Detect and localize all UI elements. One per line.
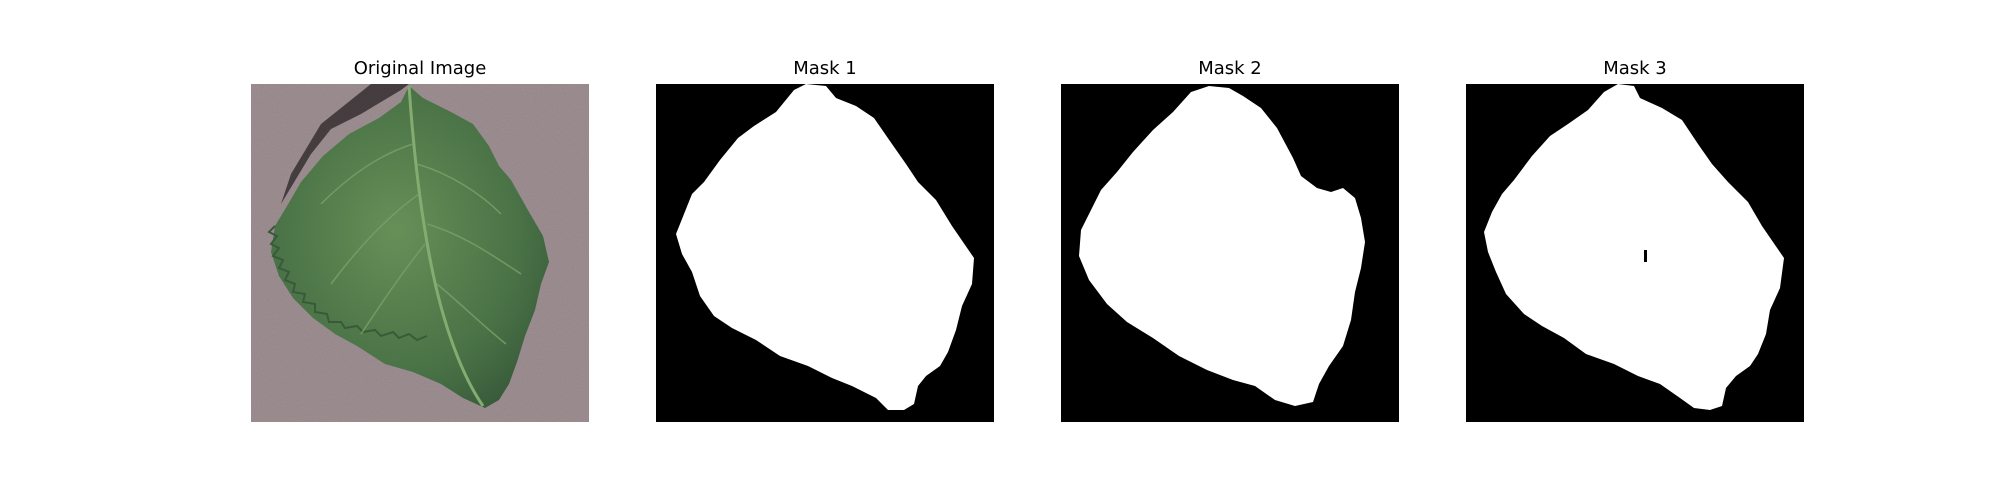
mask-3-title: Mask 3 (1603, 58, 1667, 79)
mask-3-panel: Mask 3 (1466, 0, 1804, 500)
mask-3-image (1466, 84, 1804, 422)
mask-2-panel: Mask 2 (1061, 0, 1399, 500)
mask-3-region (1484, 84, 1784, 410)
original-image-title: Original Image (353, 58, 487, 79)
mask-3-hole (1644, 250, 1647, 262)
mask-1-title: Mask 1 (793, 58, 857, 79)
mask-1-region (676, 84, 974, 410)
leaf-photo (251, 84, 589, 422)
mask-1-panel: Mask 1 (656, 0, 994, 500)
mask-2-image (1061, 84, 1399, 422)
mask-2-title: Mask 2 (1198, 58, 1262, 79)
mask-1-image (656, 84, 994, 422)
mask-2-region (1079, 86, 1365, 406)
original-image-panel: Original Image (251, 0, 589, 500)
